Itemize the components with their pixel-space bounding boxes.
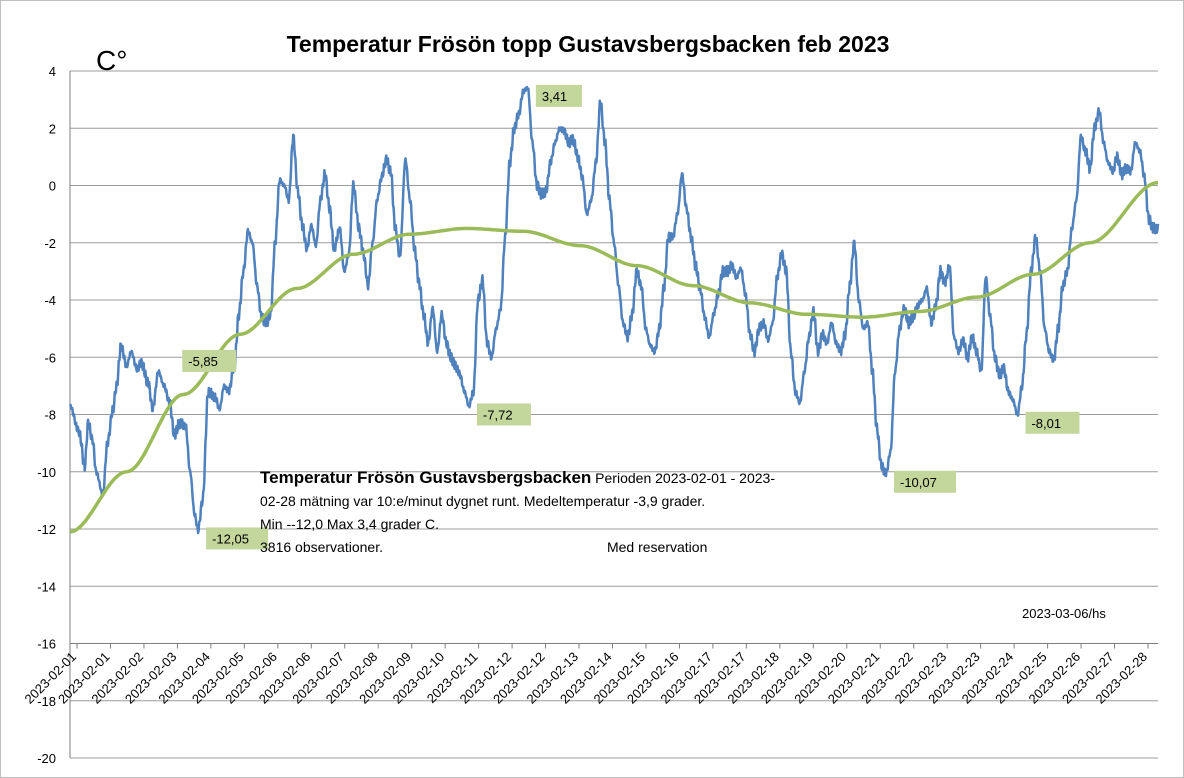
note-line3: Min --12,0 Max 3,4 grader C. [260, 516, 439, 532]
y-tick-label: -6 [44, 350, 56, 365]
y-tick-label: -18 [37, 694, 56, 709]
callout-label: -7,72 [483, 407, 513, 422]
y-tick-label: -8 [44, 408, 56, 423]
y-tick-label: 2 [49, 121, 56, 136]
callout-label: -10,07 [900, 475, 937, 490]
chart-title: Temperatur Frösön topp Gustavsbergsbacke… [287, 31, 890, 57]
callout-box [894, 470, 956, 493]
annotation-callouts: 3,41 -5,85 -12,05 -7,72 -10,07 -8,01 [182, 84, 1080, 550]
note-line1: Perioden 2023-02-01 - 2023- [591, 470, 775, 486]
series-layer [68, 85, 1160, 535]
y-tick-label: -10 [37, 465, 56, 480]
callout-label: 3,41 [542, 89, 567, 104]
callout-label: -12,05 [212, 531, 249, 546]
y-tick-label: 4 [49, 64, 56, 79]
y-tick-label: -12 [37, 522, 56, 537]
grid-lines [69, 70, 1158, 759]
y-tick-label: -20 [37, 751, 56, 766]
note-heading: Temperatur Frösön Gustavsbergsbacken [260, 468, 592, 487]
callout-box [476, 403, 531, 426]
callout-box [206, 527, 269, 550]
callout-label: -5,85 [188, 354, 218, 369]
credit-text: 2023-03-06/hs [1022, 606, 1106, 621]
trend-line [69, 180, 1159, 534]
y-tick-label: -16 [37, 637, 56, 652]
note-line4a: 3816 observationer. [260, 539, 383, 555]
callout-box [182, 349, 237, 372]
callout-label: -8,01 [1031, 416, 1061, 431]
temperature-line [68, 85, 1160, 535]
x-axis-ticks: 2023-02-012023-02-012023-02-022023-02-03… [21, 643, 1150, 707]
callout-box [535, 84, 582, 107]
y-tick-label: -2 [44, 236, 56, 251]
y-axis-ticks: 4 2 0 -2 -4 -6 -8 -10 -12 -14 -16 -18 -20 [37, 64, 56, 766]
note-line2: 02-28 mätning var 10:e/minut dygnet runt… [260, 493, 706, 509]
info-note: Temperatur Frösön Gustavsbergsbacken Per… [260, 466, 860, 559]
callout-box [1025, 411, 1080, 434]
note-line4b: Med reservation [606, 539, 708, 555]
y-tick-label: 0 [49, 179, 56, 194]
y-tick-label: -14 [37, 579, 56, 594]
y-tick-label: -4 [44, 293, 56, 308]
